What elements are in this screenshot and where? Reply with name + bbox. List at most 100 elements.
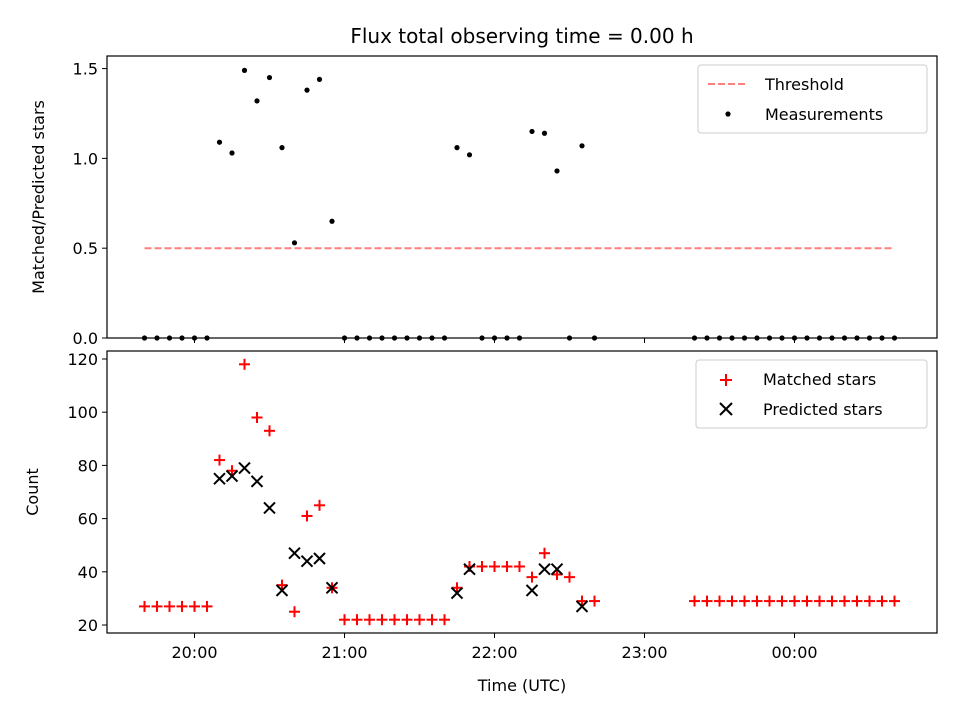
measurement-point (241, 67, 248, 73)
matched-star-point (426, 614, 438, 626)
matched-star-point (764, 595, 775, 607)
matched-star-point (814, 595, 825, 607)
top-y-tick-label: 1.0 (73, 149, 98, 168)
matched-star-point (201, 600, 213, 612)
predicted-star-point (288, 546, 301, 560)
matched-star-point (301, 510, 313, 522)
predicted-star-point (313, 552, 326, 565)
bottom-y-tick-label: 40 (78, 563, 98, 582)
measurement-point (579, 143, 585, 149)
measurement-point (229, 150, 235, 156)
matched-star-point (339, 614, 350, 626)
matched-star-point (476, 560, 488, 572)
matched-star-point (851, 595, 863, 607)
legend-predicted-marker (719, 402, 733, 416)
predicted-star-point (250, 475, 264, 488)
matched-star-point (276, 579, 288, 591)
predicted-star-point (213, 472, 226, 485)
measurement-point (279, 145, 285, 151)
x-tick-label: 21:00 (321, 643, 367, 662)
bottom-x-axis: 20:00 21:00 22:00 23:00 00:00 (171, 633, 818, 662)
top-x-ticks (194, 338, 795, 343)
matched-star-point (551, 568, 563, 580)
matched-star-point (726, 595, 738, 607)
measurement-point (216, 139, 223, 145)
bottom-legend: Matched stars Predicted stars (695, 359, 928, 429)
matched-star-point (789, 595, 800, 607)
top-y-tick-label: 0.0 (73, 329, 98, 348)
matched-star-point (489, 560, 500, 572)
predicted-star-point (238, 461, 251, 475)
top-panel-frame (106, 55, 938, 339)
matched-star-point (826, 595, 838, 607)
matched-star-point (801, 595, 813, 607)
legend-predicted-label: Predicted stars (763, 400, 883, 419)
matched-star-point (526, 571, 538, 583)
matched-star-point (139, 600, 150, 612)
chart-title: Flux total observing time = 0.00 h (350, 24, 693, 48)
matched-star-point (501, 560, 513, 572)
predicted-star-point (225, 469, 239, 483)
predicted-star-point (325, 581, 339, 594)
matched-star-point (751, 595, 763, 607)
matched-star-point (514, 560, 525, 572)
matched-star-point (376, 614, 388, 626)
matched-star-point (289, 606, 300, 618)
bottom-y-axis-label: Count (23, 468, 42, 516)
bottom-panel: 20 40 60 80 100 120 20:00 21:00 22:00 23:00 00:00… (23, 350, 938, 695)
top-y-tick-label: 1.5 (73, 60, 98, 79)
bottom-y-tick-label: 120 (67, 350, 98, 369)
bottom-panel-frame (106, 350, 938, 634)
legend-threshold-label: Threshold (764, 75, 844, 94)
predicted-star-point (550, 562, 564, 576)
matched-star-point (701, 595, 713, 607)
matched-star-point (414, 614, 425, 626)
x-tick-label: 20:00 (171, 643, 217, 662)
top-y-tick-label: 0.5 (73, 239, 98, 258)
matched-star-point (839, 595, 850, 607)
measurement-point (291, 240, 298, 246)
x-tick-label: 23:00 (621, 643, 667, 662)
predicted-star-point (538, 562, 551, 576)
x-tick-label: 22:00 (471, 643, 517, 662)
matched-star-point (176, 600, 188, 612)
matched-star-point (239, 358, 250, 370)
top-legend: Threshold Measurements (697, 64, 928, 134)
predicted-star-point (463, 562, 476, 576)
measurement-point (329, 218, 335, 224)
matched-star-point (439, 614, 450, 626)
matched-star-point (889, 595, 900, 607)
matched-star-point (351, 614, 363, 626)
bottom-y-axis: 20 40 60 80 100 120 (67, 350, 107, 635)
x-axis-label: Time (UTC) (477, 676, 566, 695)
matched-star-point (364, 614, 375, 626)
bottom-legend-box (695, 359, 928, 429)
measurement-point (316, 76, 323, 82)
measurement-point (541, 130, 548, 136)
predicted-star-point (450, 586, 464, 600)
matched-star-point (689, 595, 700, 607)
matched-star-point (864, 595, 875, 607)
matched-star-point (314, 499, 325, 511)
bottom-marks (139, 358, 900, 626)
x-tick-label: 00:00 (771, 643, 817, 662)
matched-star-point (214, 454, 225, 466)
matched-star-point (164, 600, 175, 612)
bottom-y-tick-label: 20 (78, 616, 98, 635)
predicted-star-point (525, 584, 539, 597)
matched-star-point (251, 412, 263, 424)
matched-star-point (714, 595, 725, 607)
measurement-point (254, 98, 260, 104)
predicted-star-point (275, 584, 289, 597)
legend-matched-label: Matched stars (763, 370, 876, 389)
matched-star-point (876, 595, 888, 607)
legend-measurements-label: Measurements (765, 105, 883, 124)
predicted-star-point (263, 501, 276, 515)
matched-star-point (389, 614, 400, 626)
top-y-axis-label: Matched/Predicted stars (29, 100, 48, 294)
matched-star-point (539, 547, 550, 559)
legend-measurements-marker (725, 111, 731, 117)
matched-star-point (226, 465, 238, 477)
measurement-point (266, 74, 273, 81)
